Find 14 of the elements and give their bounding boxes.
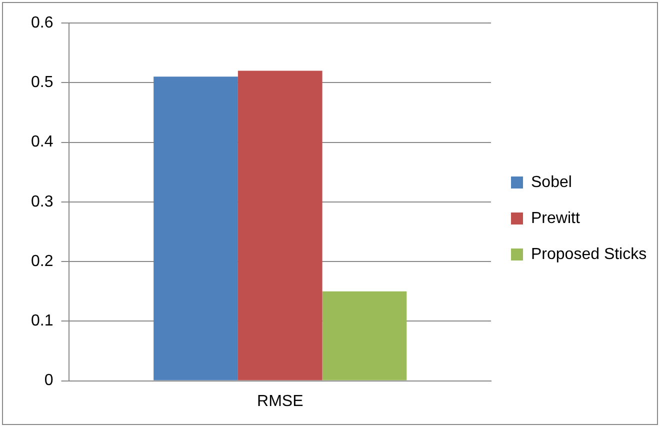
- y-tick-label: 0.6: [30, 14, 54, 32]
- bar: [238, 70, 322, 380]
- y-tick-label: 0.5: [30, 74, 54, 92]
- bar: [322, 291, 407, 380]
- x-tick-label: RMSE: [257, 392, 304, 410]
- legend-label: Prewitt: [531, 210, 580, 227]
- y-tick-label: 0.2: [30, 252, 54, 270]
- y-tick-label: 0.4: [30, 134, 54, 151]
- legend-label: Proposed Sticks: [531, 246, 647, 263]
- y-tick-label: 0.1: [30, 312, 54, 330]
- y-tick-label: 0: [44, 372, 54, 390]
- legend-label: Sobel: [531, 174, 572, 191]
- bar: [154, 76, 238, 380]
- y-tick-label: 0.3: [30, 193, 54, 210]
